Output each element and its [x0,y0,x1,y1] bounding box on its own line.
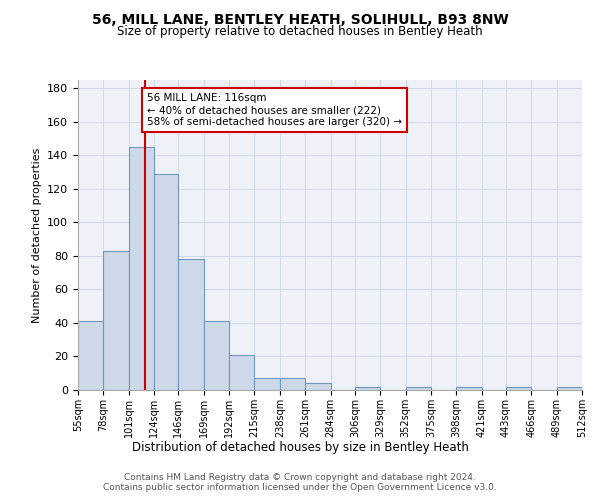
Bar [103,251,129,390]
Bar [129,147,154,390]
Text: Size of property relative to detached houses in Bentley Heath: Size of property relative to detached ho… [117,25,483,38]
Bar [154,174,178,390]
Bar [355,386,380,390]
Bar [204,322,229,390]
Bar [557,386,582,390]
Text: 56 MILL LANE: 116sqm
← 40% of detached houses are smaller (222)
58% of semi-deta: 56 MILL LANE: 116sqm ← 40% of detached h… [147,94,402,126]
Bar [254,378,280,390]
Bar [506,386,531,390]
Text: Distribution of detached houses by size in Bentley Heath: Distribution of detached houses by size … [131,441,469,454]
Bar [406,386,431,390]
Bar [78,322,103,390]
Bar [456,386,482,390]
Bar [305,384,331,390]
Bar [280,378,305,390]
Text: 56, MILL LANE, BENTLEY HEATH, SOLIHULL, B93 8NW: 56, MILL LANE, BENTLEY HEATH, SOLIHULL, … [92,12,508,26]
Bar [178,260,204,390]
Text: Contains HM Land Registry data © Crown copyright and database right 2024.
Contai: Contains HM Land Registry data © Crown c… [103,473,497,492]
Y-axis label: Number of detached properties: Number of detached properties [32,148,41,322]
Bar [229,355,254,390]
